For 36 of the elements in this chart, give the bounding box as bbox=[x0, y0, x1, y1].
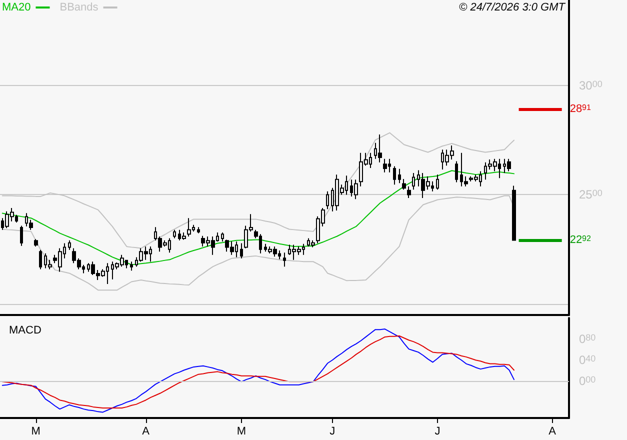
candlestick bbox=[354, 179, 358, 200]
annotation: © 24/7/2026 3:0 GMT bbox=[459, 2, 566, 14]
text: MACD bbox=[9, 324, 42, 336]
x-tick-label: A bbox=[142, 426, 150, 438]
candlestick bbox=[407, 186, 411, 198]
line-series bbox=[2, 170, 515, 266]
x-tick-label: M bbox=[236, 426, 246, 438]
candlestick bbox=[221, 232, 224, 242]
candlestick bbox=[182, 232, 186, 240]
candlestick bbox=[326, 190, 329, 210]
candlestick bbox=[402, 178, 406, 190]
candlestick bbox=[398, 168, 401, 184]
candlestick bbox=[311, 240, 315, 248]
candlestick bbox=[378, 134, 382, 163]
x-tick-label: M bbox=[31, 426, 40, 438]
candlestick bbox=[412, 172, 415, 190]
candlestick bbox=[68, 240, 71, 250]
x-tick-label: J bbox=[434, 426, 440, 438]
candlestick bbox=[39, 249, 42, 270]
candlestick bbox=[34, 238, 38, 248]
candlestick bbox=[393, 166, 396, 186]
candlestick bbox=[455, 160, 458, 183]
candlestick bbox=[20, 225, 23, 246]
candlestick bbox=[173, 229, 176, 239]
candlestick bbox=[383, 158, 387, 173]
candlestick bbox=[507, 158, 511, 172]
candlestick bbox=[240, 242, 243, 259]
candlestick bbox=[187, 218, 191, 237]
candlestick bbox=[130, 261, 133, 272]
x-tick-label: A bbox=[548, 426, 557, 438]
candlestick bbox=[512, 185, 516, 241]
candlestick bbox=[283, 252, 286, 268]
candlestick bbox=[197, 226, 200, 234]
legend-label: MA20 bbox=[2, 2, 31, 14]
candlestick bbox=[436, 174, 439, 190]
x-tick-label: J bbox=[330, 426, 336, 438]
